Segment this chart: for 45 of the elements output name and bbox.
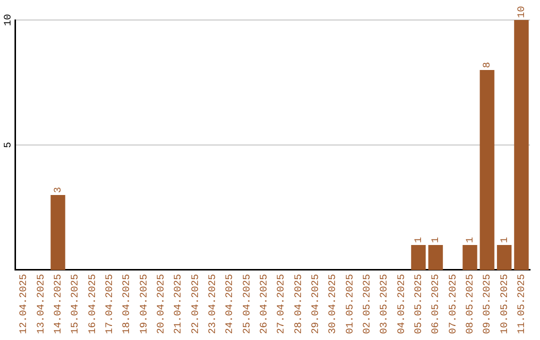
bar bbox=[428, 244, 443, 270]
x-tick-label: 06.05.2025 bbox=[431, 274, 442, 334]
x-tick-label: 18.04.2025 bbox=[122, 274, 134, 334]
x-tick-label: 01.05.2025 bbox=[345, 274, 356, 334]
x-tick-label: 15.04.2025 bbox=[70, 274, 82, 334]
x-tick-label: 23.04.2025 bbox=[208, 274, 220, 334]
data-label: 1 bbox=[466, 236, 477, 243]
x-tick-label: 30.04.2025 bbox=[328, 274, 340, 334]
x-tick-label: 04.05.2025 bbox=[396, 274, 408, 334]
bar bbox=[50, 194, 66, 270]
y-tick-label: 5 bbox=[4, 142, 15, 148]
data-label: 8 bbox=[482, 62, 494, 68]
bar bbox=[462, 244, 478, 270]
bar bbox=[514, 20, 529, 270]
x-tick-label: 12.04.2025 bbox=[19, 274, 30, 334]
x-tick-label: 09.05.2025 bbox=[482, 274, 494, 334]
bar bbox=[496, 244, 512, 270]
x-tick-label: 21.04.2025 bbox=[174, 274, 185, 334]
x-tick-label: 17.04.2025 bbox=[105, 274, 116, 334]
data-label: 3 bbox=[54, 186, 65, 193]
x-tick-label: 03.05.2025 bbox=[380, 274, 391, 334]
x-tick-label: 08.05.2025 bbox=[466, 274, 477, 334]
x-tick-label: 02.05.2025 bbox=[362, 274, 374, 334]
x-tick-label: 20.04.2025 bbox=[156, 274, 168, 334]
x-tick-label: 05.05.2025 bbox=[414, 274, 426, 334]
x-tick-label: 26.04.2025 bbox=[260, 274, 271, 334]
x-tick-label: 07.05.2025 bbox=[448, 274, 460, 334]
x-tick-label: 13.04.2025 bbox=[36, 274, 48, 334]
data-label: 10 bbox=[517, 6, 528, 18]
x-tick-label: 24.04.2025 bbox=[225, 274, 236, 334]
x-tick-label: 28.04.2025 bbox=[294, 274, 305, 334]
x-tick-label: 11.05.2025 bbox=[517, 274, 528, 334]
bar bbox=[480, 70, 494, 270]
x-tick-label: 25.04.2025 bbox=[242, 274, 254, 334]
x-tick-label: 27.04.2025 bbox=[276, 274, 288, 334]
x-tick-label: 14.04.2025 bbox=[54, 274, 65, 334]
x-tick-label: 10.05.2025 bbox=[500, 274, 511, 334]
x-tick-label: 22.04.2025 bbox=[190, 274, 202, 334]
x-tick-label: 16.04.2025 bbox=[88, 274, 99, 334]
x-tick-label: 19.04.2025 bbox=[139, 274, 150, 334]
data-label: 1 bbox=[431, 236, 442, 243]
data-label: 1 bbox=[500, 236, 511, 243]
x-tick-label: 29.04.2025 bbox=[311, 274, 322, 334]
data-label: 1 bbox=[414, 236, 426, 243]
bar bbox=[411, 244, 426, 270]
